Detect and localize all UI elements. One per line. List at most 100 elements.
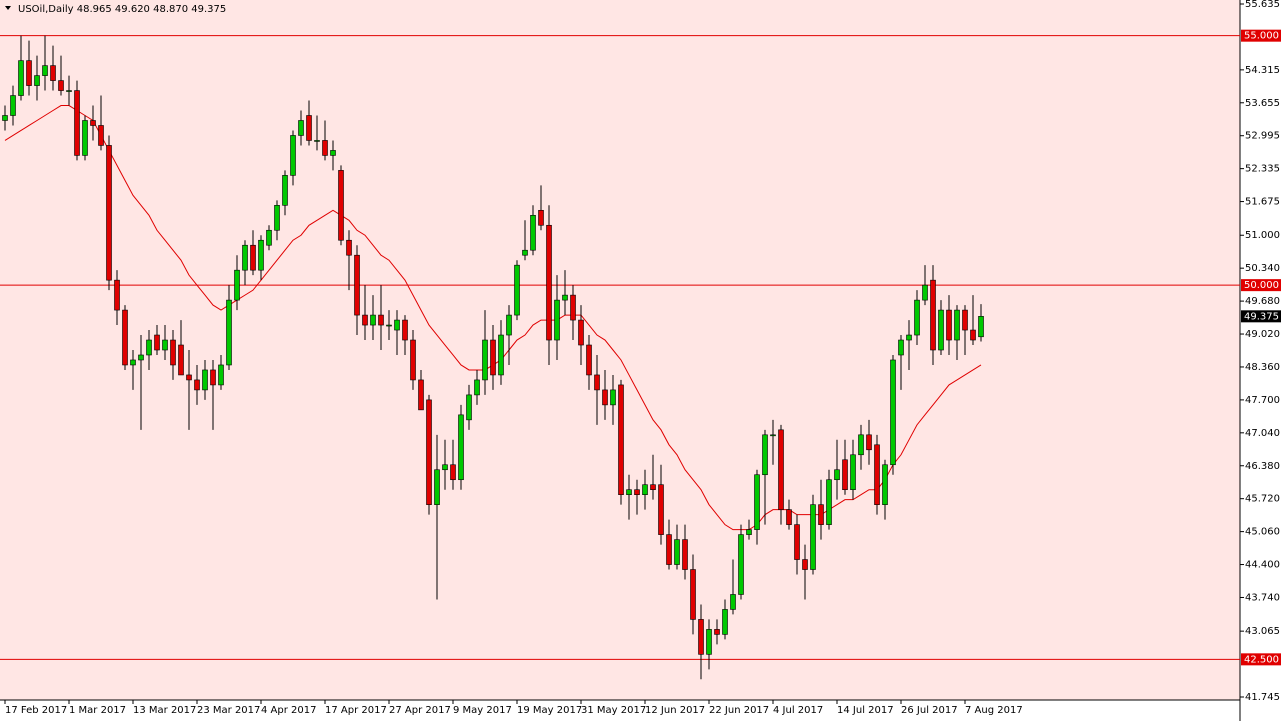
candle-body xyxy=(778,429,784,510)
candle-body xyxy=(322,140,328,156)
candle-body xyxy=(594,374,600,391)
candle-body xyxy=(794,524,800,560)
candle-body xyxy=(154,334,160,351)
y-tick-label: 55.635 xyxy=(1245,0,1280,10)
y-tick-label: 53.655 xyxy=(1245,98,1280,109)
candle-body xyxy=(250,244,256,271)
candle-body xyxy=(378,314,384,326)
x-tick-label: 14 Jul 2017 xyxy=(837,705,894,716)
candle-body xyxy=(474,379,480,396)
candle-body xyxy=(514,264,520,316)
candle-body xyxy=(274,205,280,231)
candle-body xyxy=(82,120,88,156)
x-tick-label: 13 Mar 2017 xyxy=(133,705,196,716)
level-label: 55.000 xyxy=(1244,31,1279,42)
candle-body xyxy=(354,254,360,316)
candle-body xyxy=(394,319,400,331)
candle-body xyxy=(506,314,512,336)
candle-body xyxy=(882,464,888,505)
candle-body xyxy=(938,309,944,351)
candle-body xyxy=(826,479,832,525)
y-tick-label: 43.740 xyxy=(1245,592,1280,603)
candle-body xyxy=(570,294,576,321)
candle-body xyxy=(578,319,584,346)
y-tick-label: 51.675 xyxy=(1245,197,1280,208)
y-tick-label: 45.720 xyxy=(1245,494,1280,505)
candle-body xyxy=(18,60,24,96)
candle-body xyxy=(666,534,672,565)
candle-body xyxy=(122,309,128,366)
candle-body xyxy=(802,559,808,570)
x-tick-label: 1 Mar 2017 xyxy=(69,705,126,716)
candle-body xyxy=(10,95,16,116)
candle-body xyxy=(618,384,624,495)
candle-body xyxy=(874,444,880,505)
candle-body xyxy=(642,484,648,495)
candle-body xyxy=(602,389,608,406)
last-price-tag xyxy=(1241,310,1281,323)
candle-body xyxy=(426,399,432,505)
candle-body xyxy=(530,214,536,251)
candle-body xyxy=(482,339,488,381)
y-tick-label: 47.700 xyxy=(1245,395,1280,406)
x-tick-label: 22 Jun 2017 xyxy=(709,705,769,716)
candle-body xyxy=(282,175,288,206)
candle-body xyxy=(906,334,912,341)
candle-body xyxy=(114,279,120,311)
candle-body xyxy=(914,299,920,336)
candle-body xyxy=(946,309,952,341)
candle-body xyxy=(546,224,552,341)
candle-body xyxy=(466,394,472,421)
y-tick-label: 46.380 xyxy=(1245,461,1280,472)
candle-body xyxy=(434,469,440,505)
candle-body xyxy=(106,145,112,281)
x-tick-label: 27 Apr 2017 xyxy=(389,705,451,716)
candle-body xyxy=(954,309,960,341)
candle-body xyxy=(34,75,40,86)
candle-body xyxy=(410,339,416,381)
candle-body xyxy=(858,434,864,456)
candle-body xyxy=(90,120,96,126)
candle-body xyxy=(498,334,504,376)
candle-body xyxy=(130,359,136,366)
x-tick-label: 17 Feb 2017 xyxy=(5,705,67,716)
x-tick-label: 7 Aug 2017 xyxy=(965,705,1023,716)
candle-body xyxy=(770,434,776,437)
candle-body xyxy=(386,324,392,327)
candle-body xyxy=(186,374,192,381)
level-tag xyxy=(1241,653,1281,666)
candle-body xyxy=(890,359,896,466)
level-label: 42.500 xyxy=(1244,654,1279,665)
y-tick-label: 49.020 xyxy=(1245,329,1280,340)
plot-background xyxy=(0,0,1240,700)
y-tick-label: 50.340 xyxy=(1245,263,1280,274)
x-tick-label: 31 May 2017 xyxy=(581,705,646,716)
candle-body xyxy=(730,594,736,610)
candle-body xyxy=(346,239,352,256)
candle-body xyxy=(634,489,640,495)
y-tick-label: 52.995 xyxy=(1245,131,1280,142)
candle-body xyxy=(722,609,728,635)
level-tag xyxy=(1241,29,1281,42)
candle-body xyxy=(138,354,144,361)
candle-body xyxy=(458,414,464,481)
y-tick-label: 41.745 xyxy=(1245,692,1280,703)
last-price-label: 49.375 xyxy=(1244,311,1279,322)
candle-body xyxy=(242,244,248,271)
candle-body xyxy=(258,239,264,271)
candle-body xyxy=(314,140,320,142)
y-tick-label: 48.360 xyxy=(1245,362,1280,373)
candle-body xyxy=(762,434,768,476)
y-tick-label: 54.315 xyxy=(1245,65,1280,76)
candle-body xyxy=(98,125,104,146)
candle-body xyxy=(26,60,32,86)
candle-body xyxy=(266,229,272,246)
candle-body xyxy=(50,65,56,81)
candle-body xyxy=(746,529,752,535)
candle-body xyxy=(842,459,848,491)
y-tick-label: 52.335 xyxy=(1245,164,1280,175)
candle-body xyxy=(210,369,216,386)
candle-body xyxy=(330,150,336,156)
candle-body xyxy=(650,484,656,491)
y-tick-label: 45.060 xyxy=(1245,527,1280,538)
